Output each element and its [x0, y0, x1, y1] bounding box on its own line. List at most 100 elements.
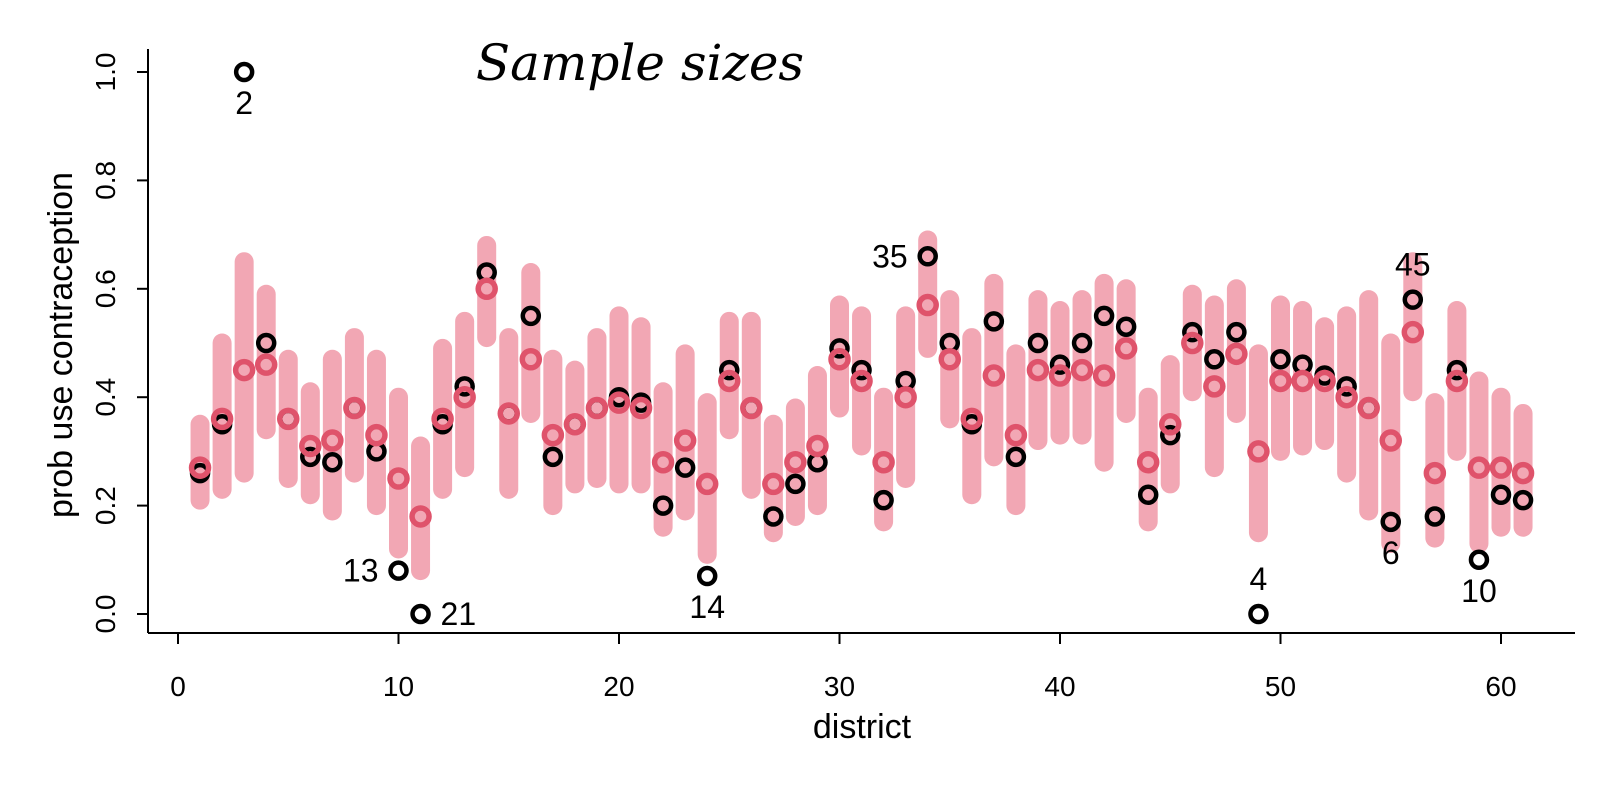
estimate-point: [343, 396, 366, 420]
y-tick-label: 0.0: [90, 595, 121, 634]
observed-point: [255, 332, 277, 354]
estimate-point: [1159, 413, 1182, 436]
estimate-point: [365, 423, 388, 447]
estimate-point: [850, 369, 873, 393]
estimate-point: [960, 407, 984, 431]
observed-point: [1182, 321, 1203, 343]
observed-point: [1027, 332, 1049, 354]
estimate-point: [519, 348, 543, 371]
estimate-point: [475, 277, 498, 301]
estimate-point: [1092, 364, 1116, 387]
estimate-point: [1203, 375, 1226, 398]
observed-point: [1336, 376, 1357, 397]
estimate-point: [563, 413, 587, 436]
observed-point: [1160, 424, 1181, 446]
observed-point: [1270, 349, 1291, 370]
observed-point: [1468, 549, 1490, 571]
observed-point: [719, 359, 740, 381]
estimate-point: [299, 434, 322, 458]
estimate-point: [1247, 440, 1270, 463]
chart-title: Sample sizes: [476, 34, 804, 92]
estimate-point: [1401, 320, 1425, 344]
estimate-point: [1445, 369, 1469, 393]
observed-point: [1093, 305, 1115, 327]
observed-point: [1226, 321, 1247, 343]
sample-size-label: 4: [1250, 561, 1268, 597]
estimate-point: [387, 467, 410, 490]
estimate-point: [1136, 450, 1160, 474]
annotations: 2 13 21 14 35 4 6 45 10: [235, 85, 1496, 632]
observed-point: [1137, 484, 1159, 506]
estimate-point: [762, 472, 785, 496]
observed-point: [1115, 316, 1137, 337]
observed-point: [1005, 446, 1027, 468]
x-tick-label: 60: [1485, 671, 1516, 702]
y-tick-label: 1.0: [90, 53, 121, 92]
observed-point: [1490, 484, 1512, 506]
estimate-point: [695, 472, 719, 496]
observed-point: [696, 565, 718, 587]
sample-size-label: 45: [1395, 247, 1431, 283]
estimate-point: [740, 396, 763, 420]
estimate-point: [1269, 369, 1292, 393]
estimate-point: [806, 434, 829, 458]
estimate-points: [188, 277, 1535, 528]
observed-point: [542, 446, 564, 468]
observed-point: [1512, 489, 1534, 511]
estimate-point: [916, 293, 939, 317]
x-tick-label: 0: [170, 671, 186, 702]
x-tick-label: 20: [603, 671, 634, 702]
observed-point: [1049, 354, 1071, 375]
observed-point: [829, 338, 850, 359]
estimate-point: [1335, 385, 1358, 409]
estimate-point: [321, 429, 344, 452]
observed-point: [454, 376, 475, 397]
estimate-point: [1181, 331, 1204, 355]
observed-point: [1248, 603, 1269, 625]
x-tick-label: 30: [824, 671, 855, 702]
observed-point: [1204, 349, 1225, 370]
x-tick-label: 40: [1044, 671, 1075, 702]
estimate-point: [1489, 456, 1513, 479]
estimate-point: [585, 396, 609, 420]
estimate-point: [673, 429, 697, 452]
estimate-point: [1313, 369, 1336, 393]
estimate-point: [982, 364, 1006, 387]
observed-point: [1424, 506, 1446, 527]
estimate-point: [1357, 396, 1380, 420]
observed-point: [520, 305, 542, 327]
sample-size-label: 14: [689, 589, 725, 625]
estimate-point: [431, 407, 454, 431]
estimate-point: [872, 450, 895, 474]
estimate-point: [1467, 456, 1491, 479]
y-ticks: 0.0 0.2 0.4 0.6 0.8 1.0: [90, 53, 148, 634]
estimate-point: [1004, 423, 1028, 447]
observed-point: [785, 473, 806, 495]
estimate-point: [1070, 358, 1094, 382]
sample-size-label: 6: [1382, 535, 1400, 571]
sample-size-label: 35: [872, 238, 908, 274]
observed-point: [652, 495, 674, 516]
observed-point: [674, 457, 696, 478]
observed-point: [851, 359, 872, 381]
y-tick-label: 0.4: [90, 378, 121, 417]
observed-point: [300, 446, 321, 468]
estimate-point: [188, 456, 212, 479]
estimate-point: [651, 450, 675, 474]
estimate-point: [1114, 337, 1138, 360]
estimate-point: [541, 423, 565, 447]
estimate-point: [938, 348, 961, 371]
estimate-point: [894, 385, 917, 409]
observed-point: [1380, 511, 1401, 533]
sample-size-label: 2: [235, 85, 253, 121]
estimate-point: [1291, 369, 1314, 393]
y-tick-label: 0.8: [90, 161, 121, 200]
observed-point: [410, 603, 431, 625]
y-axis-label: prob use contraception: [42, 172, 80, 518]
estimate-point: [1048, 364, 1072, 387]
observed-point: [1402, 289, 1424, 310]
interval-bars: [190, 230, 1533, 581]
y-tick-label: 0.6: [90, 269, 121, 308]
x-tick-label: 10: [383, 671, 414, 702]
